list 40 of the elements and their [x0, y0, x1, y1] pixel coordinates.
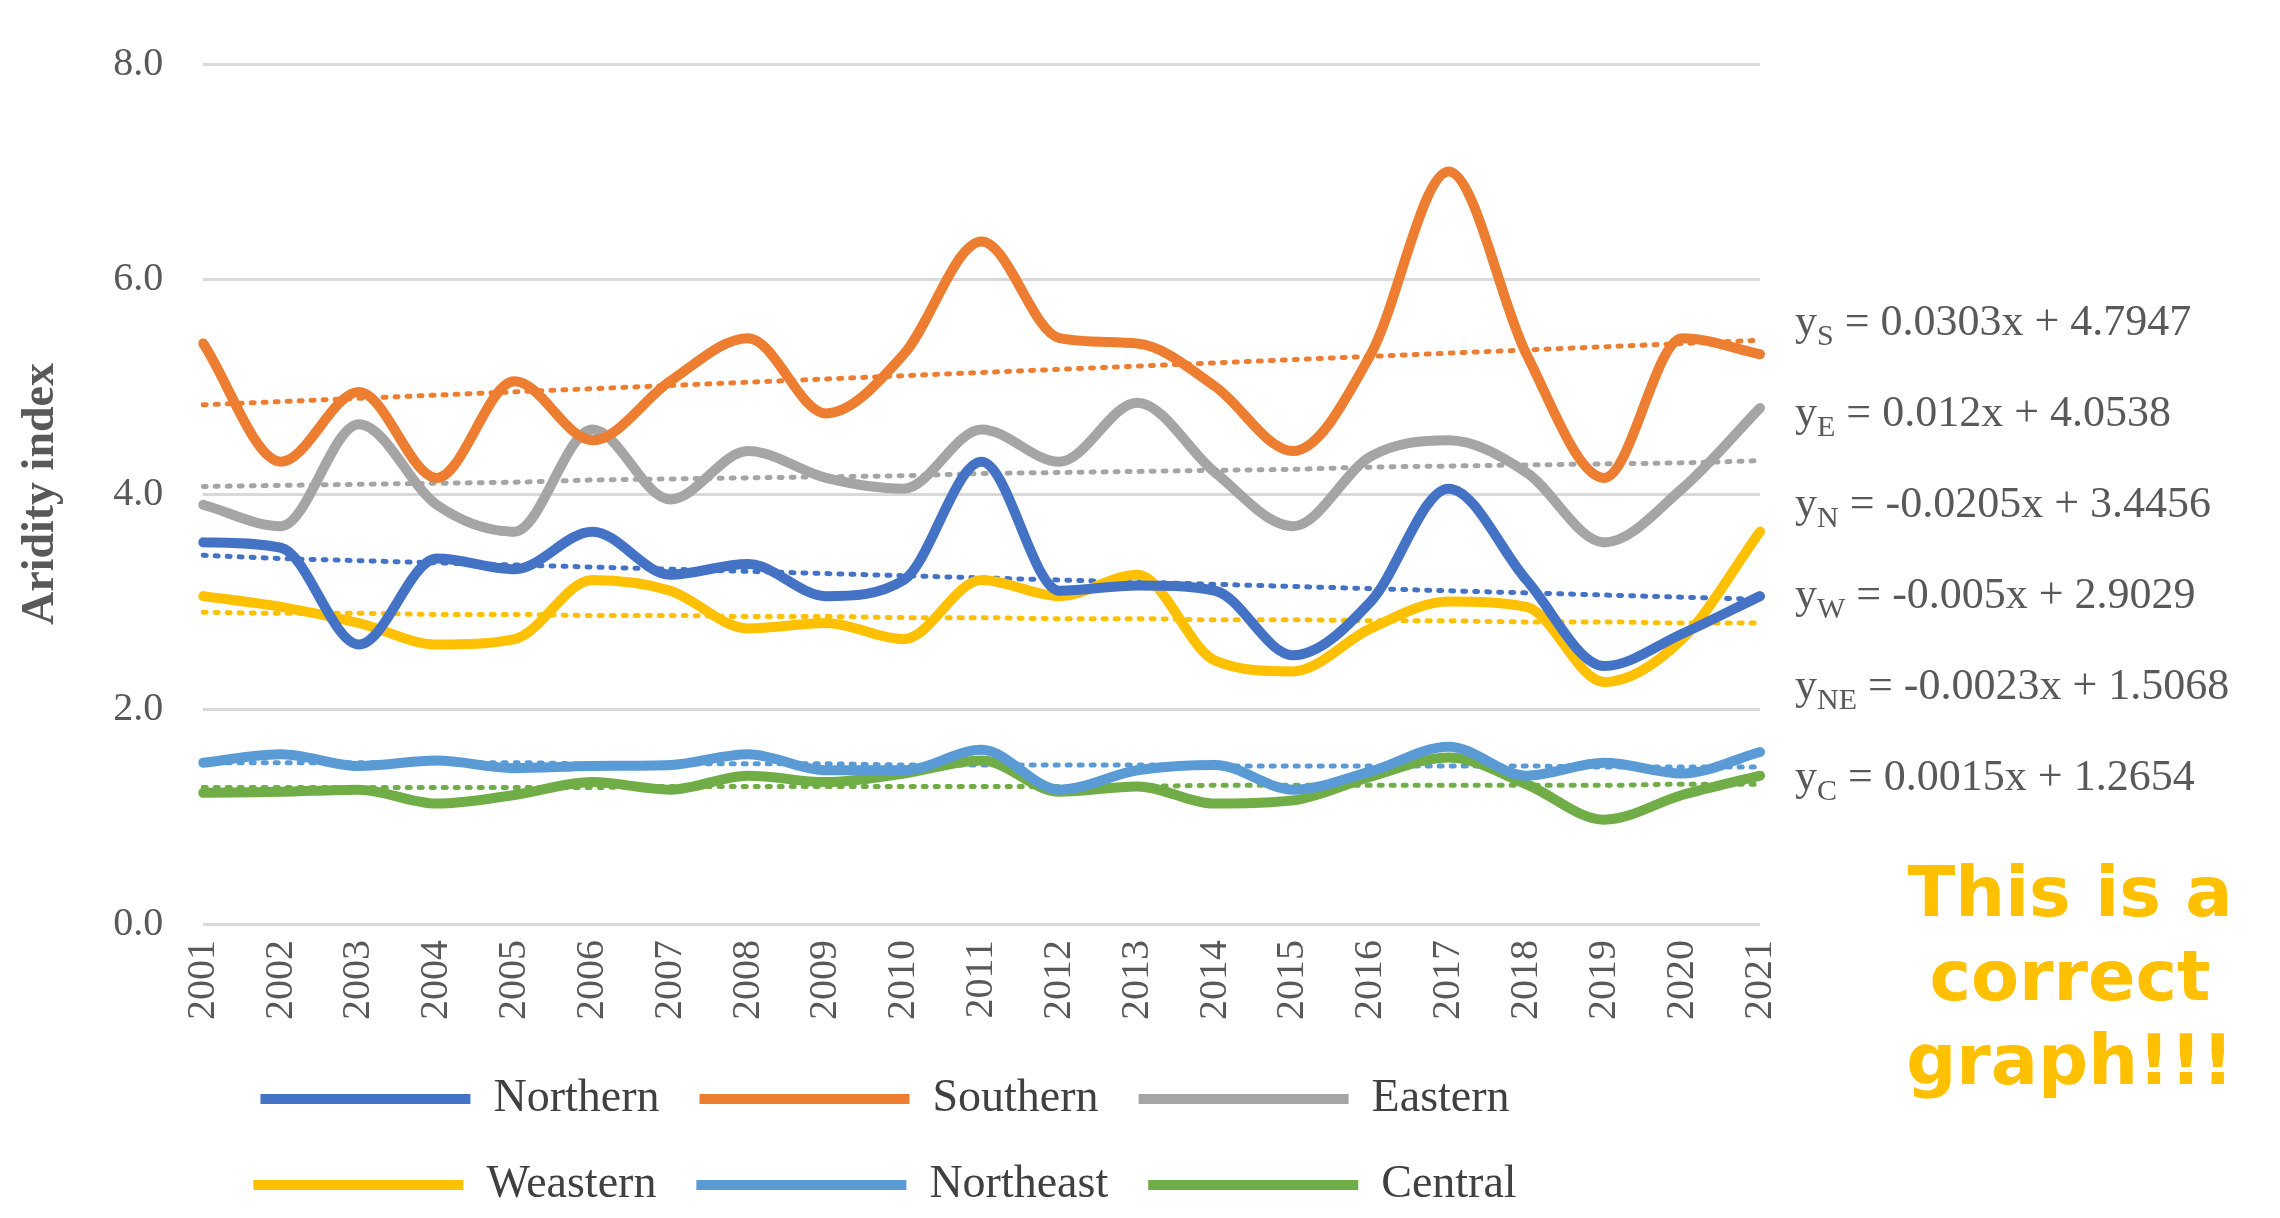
x-tick-label: 2016 [1345, 940, 1391, 1020]
x-tick-label: 2005 [489, 940, 535, 1020]
text: y$_{E}$ = 0.012x + 4.0538 [1795, 386, 2171, 443]
x-tick-label: 2007 [644, 940, 690, 1020]
text: y$_{S}$ = 0.0303x + 4.7947 [1795, 295, 2192, 352]
legend-label: Eastern [1371, 1070, 1510, 1122]
x-tick-label: 2012 [1033, 940, 1079, 1020]
x-tick-label: 2003 [333, 940, 379, 1020]
x-tick-label: 2021 [1734, 940, 1780, 1020]
y-tick-label: 2.0 [113, 683, 164, 729]
x-tick-label: 2017 [1423, 940, 1469, 1020]
x-tick-label: 2020 [1656, 940, 1702, 1020]
x-tick-label: 2009 [800, 940, 846, 1020]
x-tick-label: 2004 [411, 940, 457, 1020]
x-tick-label: 2014 [1189, 940, 1235, 1020]
text: y$_{W}$ = -0.005x + 2.9029 [1795, 568, 2196, 625]
y-tick-label: 8.0 [113, 38, 164, 84]
legend-label: Northeast [929, 1156, 1109, 1208]
x-tick-label: 2010 [878, 940, 924, 1020]
x-tick-label: 2008 [722, 940, 768, 1020]
text: y$_{NE}$ = -0.0023x + 1.5068 [1795, 659, 2230, 716]
y-tick-label: 4.0 [113, 468, 164, 514]
legend-label: Northern [493, 1070, 660, 1122]
legend-label: Weastern [486, 1156, 657, 1208]
y-tick-label: 6.0 [113, 253, 164, 299]
y-axis-title: Aridity index [12, 363, 64, 625]
x-tick-label: 2015 [1267, 940, 1313, 1020]
text: y$_{C}$ = 0.0015x + 1.2654 [1795, 750, 2195, 807]
x-tick-label: 2006 [566, 940, 612, 1020]
x-tick-label: 2002 [255, 940, 301, 1020]
legend-label: Central [1381, 1156, 1517, 1208]
text: y$_{N}$ = -0.0205x + 3.4456 [1795, 477, 2211, 534]
x-tick-label: 2001 [177, 940, 223, 1020]
text: This is a correct graph!!! [1905, 850, 2235, 1102]
y-tick-label: 0.0 [113, 898, 164, 944]
x-tick-label: 2019 [1578, 940, 1624, 1020]
x-tick-label: 2011 [956, 940, 1002, 1019]
x-tick-label: 2013 [1111, 940, 1157, 1020]
legend-label: Southern [932, 1070, 1099, 1122]
x-tick-label: 2018 [1500, 940, 1546, 1020]
